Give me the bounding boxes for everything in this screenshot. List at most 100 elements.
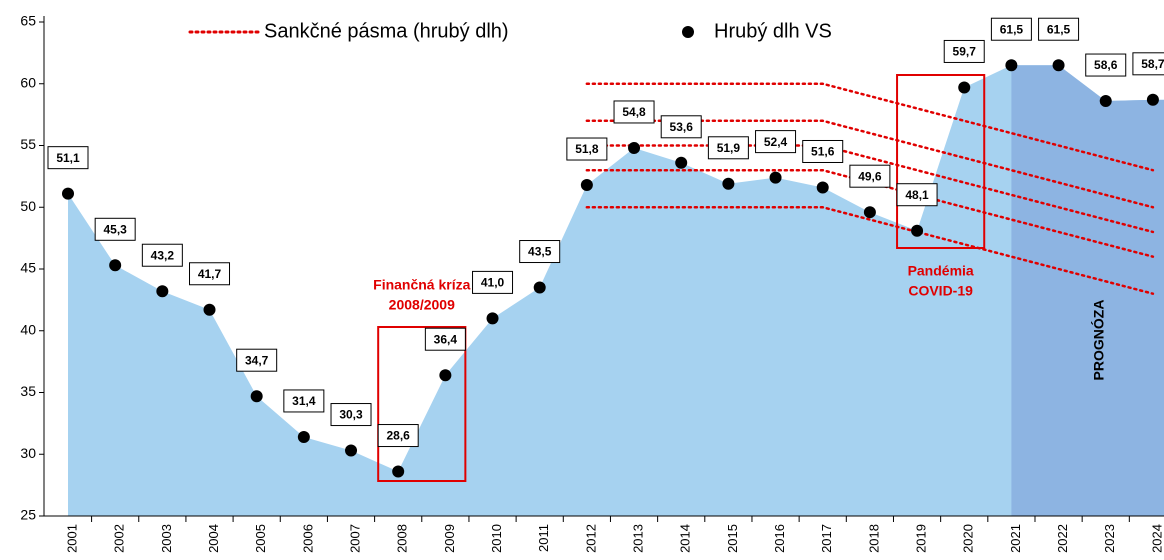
annotation-box [377,326,467,482]
y-tick-label: 65 [20,13,36,29]
data-point [675,156,688,169]
x-tick-label: 2018 [866,524,881,553]
data-label: 36,4 [434,332,458,346]
x-tick-label: 2017 [819,524,834,553]
legend-label: Hrubý dlh VS [714,20,832,42]
data-label-box [189,262,231,286]
x-tick-label: 2005 [253,524,268,553]
data-label: 28,6 [387,429,411,443]
x-tick-label: 2007 [347,524,362,553]
x-tick-label: 2024 [1149,524,1164,553]
data-point [1099,95,1112,108]
legend-label: Sankčné pásma (hrubý dlh) [264,20,509,42]
data-label-box [377,424,419,448]
data-point [816,181,829,194]
x-tick-label: 2001 [64,524,79,553]
x-tick-label: 2004 [206,524,221,553]
data-label-box [330,403,372,427]
data-point [109,259,122,272]
data-label: 51,6 [811,145,835,159]
data-label: 59,7 [953,45,977,59]
data-label: 48,1 [905,188,929,202]
data-label: 51,1 [56,151,80,165]
data-label-box [94,217,136,241]
data-label: 49,6 [858,169,882,183]
data-point [958,81,971,94]
y-tick-label: 35 [20,383,36,399]
data-label: 30,3 [339,408,363,422]
sanction-band [585,119,1155,209]
y-tick-label: 40 [20,321,36,337]
x-tick-label: 2020 [961,524,976,553]
data-point [156,285,169,298]
data-label: 43,5 [528,245,552,259]
x-tick-label: 2008 [395,524,410,553]
data-label-box [802,139,844,163]
data-label-box [236,348,278,372]
data-label-box [1085,53,1127,77]
x-tick-label: 2023 [1102,524,1117,553]
data-label: 41,7 [198,267,222,281]
x-tick-label: 2009 [442,524,457,553]
data-label: 31,4 [292,394,316,408]
data-label-box [1038,17,1080,41]
data-point [722,177,735,190]
data-point [345,444,358,457]
data-label: 52,4 [764,135,788,149]
data-point [533,281,546,294]
data-label: 45,3 [103,222,127,236]
data-point [580,179,593,192]
data-point [203,303,216,316]
data-label-box [896,183,938,207]
data-label: 41,0 [481,276,505,290]
forecast-label: PROGNÓZA [1090,300,1107,381]
data-point [769,171,782,184]
x-tick-label: 2021 [1008,524,1023,553]
data-label: 58,6 [1094,58,1118,72]
y-tick-label: 50 [20,198,36,214]
data-label: 61,5 [1000,22,1024,36]
data-label-box [424,327,466,351]
data-label-box [990,17,1032,41]
data-label-box [943,39,985,63]
x-tick-label: 2015 [725,524,740,553]
data-label: 61,5 [1047,22,1071,36]
forecast-area [1011,65,1164,516]
x-tick-label: 2012 [583,524,598,553]
annotation-text: 2008/2009 [389,297,455,313]
data-label: 58,7 [1141,57,1164,71]
data-label-box [472,270,514,294]
data-label: 34,7 [245,353,269,367]
area [68,65,1153,516]
data-label-box [660,115,702,139]
y-tick-label: 25 [20,507,36,523]
x-tick-label: 2013 [630,524,645,553]
x-tick-label: 2014 [678,524,693,553]
data-label-box [283,389,325,413]
x-tick-label: 2022 [1055,524,1070,553]
data-label: 54,8 [622,105,646,119]
y-tick-label: 30 [20,445,36,461]
sanction-band [585,82,1155,172]
annotation-box [896,74,986,249]
data-point [297,430,310,443]
data-point [392,465,405,478]
y-tick-label: 45 [20,260,36,276]
data-label: 53,6 [670,120,694,134]
data-point [62,187,74,200]
data-label-box [519,240,561,264]
x-tick-label: 2003 [159,524,174,553]
data-point [1005,59,1018,72]
x-tick-label: 2019 [913,524,928,553]
x-tick-label: 2002 [112,524,127,553]
data-point [1146,93,1159,106]
data-point [250,390,263,403]
data-label: 51,9 [717,141,741,155]
data-point [911,224,924,237]
x-tick-label: 2006 [300,524,315,553]
y-tick-label: 60 [20,74,36,90]
data-label-box [1132,52,1164,76]
data-label-box [755,130,797,154]
data-label: 43,2 [151,248,175,262]
data-label-box [141,243,183,267]
